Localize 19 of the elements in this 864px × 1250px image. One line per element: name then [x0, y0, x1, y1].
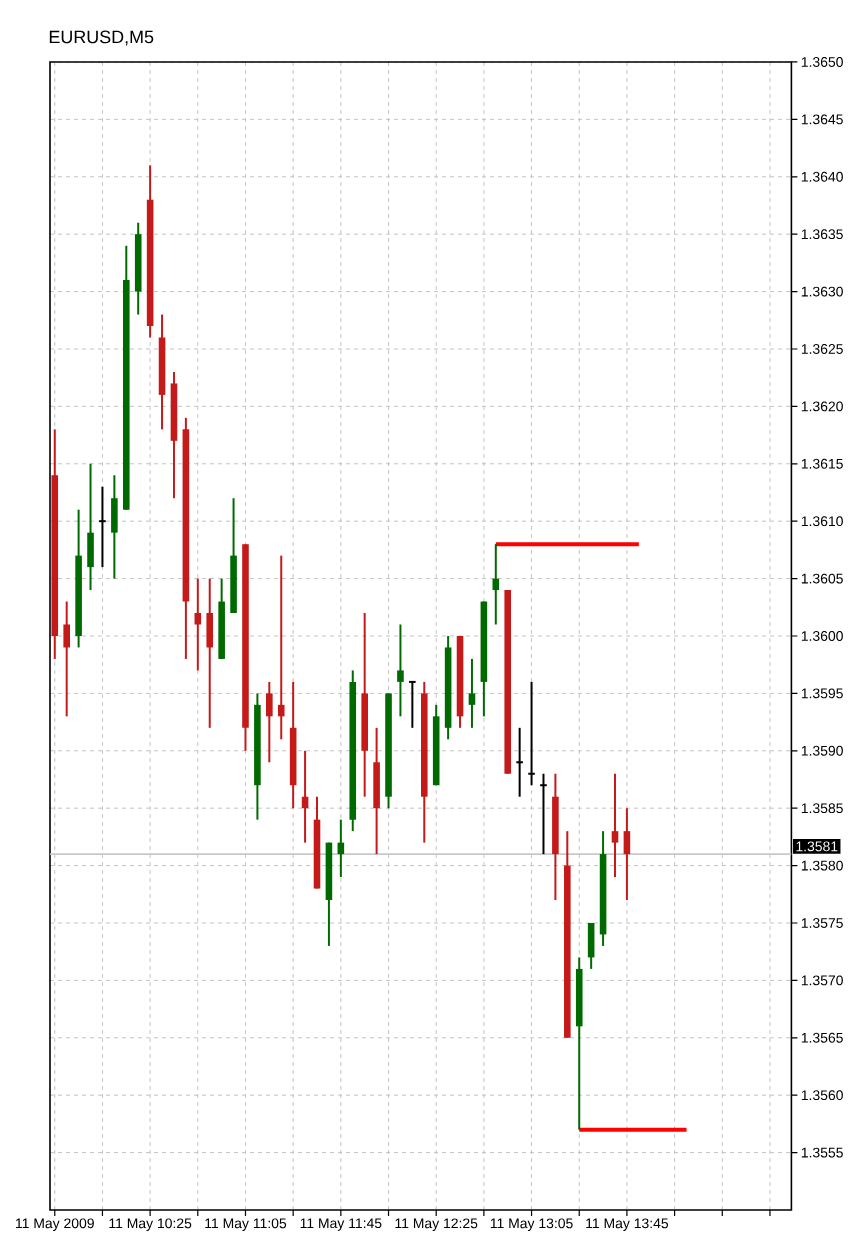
candlestick	[277, 554, 285, 741]
candlestick	[527, 680, 536, 787]
candlestick	[111, 474, 118, 580]
candlestick	[373, 726, 380, 856]
candlestick	[266, 680, 273, 764]
candlestick	[539, 772, 548, 856]
candlestick	[206, 577, 214, 729]
candlestick	[63, 600, 70, 718]
candlestick	[515, 726, 524, 798]
candlestick	[587, 921, 595, 970]
candlestick	[397, 623, 404, 718]
candlestick	[611, 772, 619, 879]
candlestick	[408, 680, 417, 729]
candlestick	[468, 657, 476, 729]
chart-title: EURUSD,M5	[49, 30, 154, 46]
candlestick	[194, 577, 202, 672]
candlestick	[623, 807, 631, 902]
candlestick	[87, 462, 94, 592]
candlestick	[98, 485, 107, 569]
